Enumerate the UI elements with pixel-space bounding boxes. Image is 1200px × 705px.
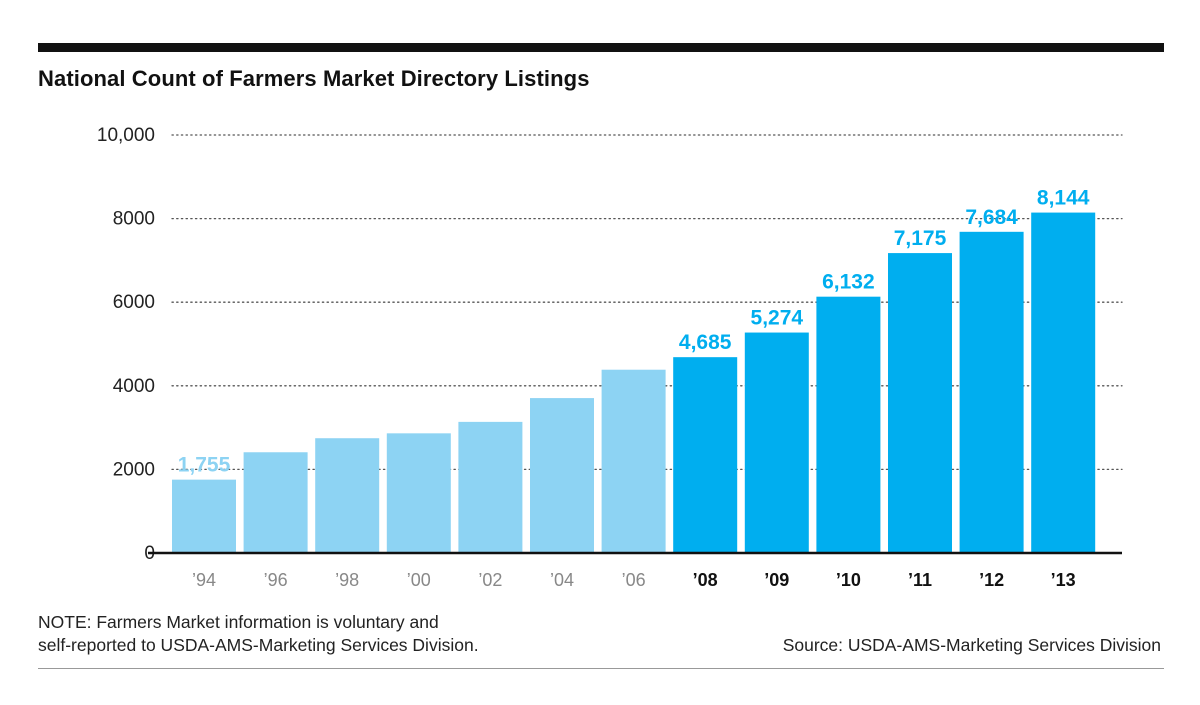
y-tick-label: 2000 <box>113 459 155 480</box>
x-tick-label: ’11 <box>908 570 932 590</box>
x-tick-label: ’06 <box>622 570 646 590</box>
bar <box>1031 212 1096 553</box>
bar <box>458 421 523 553</box>
x-tick-label: ’08 <box>693 570 718 590</box>
bar <box>386 433 451 553</box>
bar-value-label: 5,274 <box>751 307 804 330</box>
x-tick-label: ’96 <box>264 570 288 590</box>
bar <box>888 253 952 553</box>
top-rule <box>38 43 1164 52</box>
x-tick-label: ’13 <box>1051 570 1076 590</box>
bar <box>315 438 380 553</box>
bottom-rule <box>38 668 1164 669</box>
bar-value-label: 1,755 <box>178 454 231 477</box>
bar <box>673 357 738 553</box>
note-line-1: NOTE: Farmers Market information is volu… <box>38 612 439 632</box>
x-tick-label: ’02 <box>478 570 502 590</box>
bar-value-label: 4,685 <box>679 331 732 354</box>
bar <box>816 296 881 553</box>
bar-value-label: 6,132 <box>822 271 875 294</box>
chart-title: National Count of Farmers Market Directo… <box>38 66 590 91</box>
x-tick-label: ’04 <box>550 570 574 590</box>
x-tick-label: ’10 <box>836 570 861 590</box>
y-tick-label: 8000 <box>113 209 155 230</box>
x-tick-label: ’00 <box>407 570 431 590</box>
bar <box>172 479 236 553</box>
note-line-2: self-reported to USDA-AMS-Marketing Serv… <box>38 635 479 655</box>
y-tick-label: 10,000 <box>97 125 155 146</box>
y-tick-label: 4000 <box>113 376 155 397</box>
bar <box>530 398 594 553</box>
bar-value-label: 7,684 <box>965 206 1018 229</box>
bar-value-label: 7,175 <box>894 227 947 250</box>
bar <box>243 452 308 553</box>
y-tick-label: 6000 <box>113 292 155 313</box>
x-tick-label: ’98 <box>335 570 359 590</box>
bar-chart: 0200040006000800010,0001,755’94’96’98’00… <box>97 125 1123 590</box>
bar <box>601 369 666 553</box>
note-text: NOTE: Farmers Market information is volu… <box>38 611 479 657</box>
x-tick-label: ’94 <box>192 570 216 590</box>
source-text: Source: USDA-AMS-Marketing Services Divi… <box>782 635 1161 655</box>
bar-value-label: 8,144 <box>1037 187 1090 210</box>
x-tick-label: ’12 <box>979 570 1004 590</box>
x-tick-label: ’09 <box>764 570 789 590</box>
bar <box>959 231 1024 553</box>
bar <box>744 332 809 553</box>
